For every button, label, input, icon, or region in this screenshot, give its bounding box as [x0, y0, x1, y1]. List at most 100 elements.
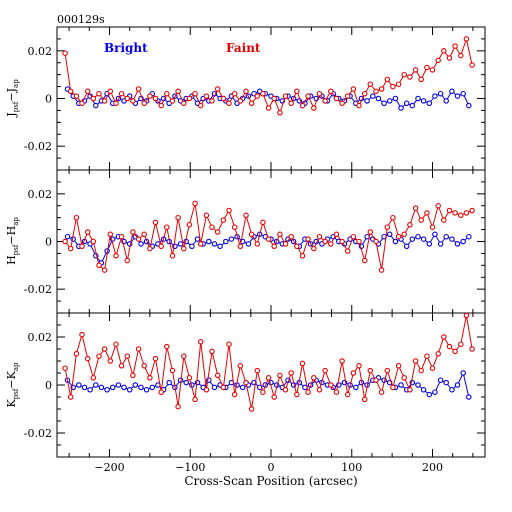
panel-j-ytick-label: -0.02: [24, 140, 52, 153]
panel-j-series-faint-point: [333, 95, 340, 102]
panel-h-series-faint-point: [412, 205, 419, 211]
panel-k-series-faint-point: [384, 367, 391, 374]
panel-h-ytick-label: 0.02: [28, 188, 53, 201]
panel-h-series-faint-point: [152, 219, 159, 226]
panel-j-series-faint-point: [350, 86, 357, 92]
panel-h-series-bright-point: [64, 233, 71, 240]
panel-k-series-bright-point: [166, 379, 172, 386]
panel-j-series-bright-point: [426, 100, 433, 107]
panel-j-series-faint-point: [390, 83, 396, 90]
panel-k-series-faint-point: [294, 391, 300, 398]
panel-k-series-faint-point: [299, 360, 306, 367]
panel-k-series-faint-point: [101, 346, 108, 352]
panel-h-series-bright-point: [460, 238, 466, 245]
panel-h-series-bright-point: [177, 241, 184, 247]
panel-k-series-bright-point: [183, 379, 189, 386]
panel-k-series-bright-point: [143, 387, 150, 393]
panel-j-series-faint-point: [305, 93, 311, 99]
panel-k-ytick-label: -0.02: [24, 427, 52, 440]
panel-k-series-bright-point: [454, 382, 461, 388]
panel-j-series-faint-point: [175, 88, 181, 95]
panel-k-series-faint-point: [469, 346, 475, 352]
panel-h-series-bright-point: [223, 238, 229, 245]
panel-h-series-faint-point: [101, 267, 108, 273]
panel-j-series-faint-point: [316, 90, 323, 97]
panel-h-ylabel-sub1: psf: [12, 243, 20, 255]
panel-k-series-faint-point: [435, 351, 441, 357]
panel-h-series-faint-point: [181, 245, 187, 252]
panel-j-series-faint-point: [113, 100, 119, 107]
panel-k-series-faint-point: [265, 375, 272, 381]
panel-k-ylabel-main: K: [5, 398, 18, 407]
panel-j-series-bright-point: [420, 98, 427, 104]
panel-h-series-faint-point: [243, 212, 249, 219]
panel-k-series-faint-point: [181, 353, 187, 359]
panel-h-series-faint-point: [209, 224, 215, 230]
panel-h-series-faint-point: [124, 257, 131, 264]
panel-k-series-faint-point: [79, 331, 85, 338]
panel-h-series-faint-point: [226, 207, 232, 214]
panel-h-series-faint-point: [107, 231, 114, 238]
panel-h-series-faint-point: [418, 217, 424, 223]
panel-h-series-faint-point: [469, 207, 475, 214]
panel-h-series-faint-point: [424, 210, 430, 216]
panel-k-series-faint-point: [192, 396, 198, 403]
panel-k-series-faint-point: [452, 348, 458, 355]
panel-k-series-faint-point: [282, 387, 289, 393]
panel-j-series-bright-point: [437, 90, 444, 97]
panel-h-series-faint-point: [356, 238, 362, 245]
x-tick-label: −200: [94, 461, 124, 474]
panel-h-series-faint-point: [344, 248, 351, 254]
panel-j-ylabel: Jpsf−Jap: [5, 79, 20, 118]
panel-k-series-faint-point: [367, 367, 374, 374]
x-tick-label: 100: [341, 461, 362, 474]
panel-h-series-faint-point: [192, 200, 198, 207]
panel-j-series-faint-point: [248, 100, 255, 107]
panel-h-series-faint-point: [84, 229, 91, 235]
panel-h-series-faint-point: [277, 231, 283, 238]
panel-j-series-faint-point: [135, 86, 142, 92]
panel-j-series-bright-point: [375, 95, 382, 102]
panel-k-series-faint-point: [446, 343, 453, 350]
legend-bright: Bright: [104, 41, 148, 55]
panel-h-series-bright-point: [403, 243, 410, 250]
panel-h-series-faint-point: [214, 229, 221, 235]
panel-j-series-faint-point: [378, 86, 385, 92]
panel-h-series-faint-point: [458, 212, 464, 219]
panel-h-series-faint-point: [130, 229, 136, 235]
panel-k-series-bright-point: [81, 384, 88, 391]
panel-k-series-faint-point: [243, 379, 249, 386]
panel-j-series-faint-point: [277, 110, 283, 116]
panel-k-series-faint-point: [248, 406, 255, 412]
panel-k-series-faint-point: [107, 358, 114, 364]
panel-k-series-bright-point: [76, 382, 82, 388]
panel-h-series-bright-point: [449, 236, 455, 242]
panel-h-series-faint-point: [384, 224, 391, 230]
panel-j-series-faint-point: [243, 88, 249, 95]
panel-h-series-faint-point: [446, 207, 453, 214]
panel-k-series-faint-point: [197, 339, 204, 345]
panel-k-ticks: [57, 312, 485, 458]
panel-j-series-faint-point: [435, 57, 441, 64]
panel-j-series-faint-point: [373, 88, 379, 95]
panel-k-series-faint-point: [90, 375, 97, 381]
panel-h-series-faint-point: [328, 241, 334, 247]
panel-k-series-faint-point: [214, 372, 221, 379]
panel-j-series-faint-point: [169, 98, 176, 104]
panel-h-series-faint-point: [118, 233, 125, 240]
panel-j-series-faint-point: [147, 93, 153, 99]
panel-k-series-bright-point: [420, 387, 427, 393]
panel-j-series-faint-point: [441, 48, 447, 54]
panel-j-series-faint-point: [395, 81, 402, 87]
panel-h-series-faint-point: [333, 231, 340, 238]
panel-k: -0.02 0 0.02 Kpsf−Kap: [5, 312, 486, 458]
panel-h-series-faint-point: [62, 238, 68, 245]
panel-k-ylabel-sub1: psf: [12, 387, 20, 399]
panel-j-series-bright-point: [443, 98, 449, 104]
panel-j-series-faint-point: [67, 88, 74, 95]
panel-k-ytick-label: 0.02: [28, 331, 53, 344]
panel-h-series-faint-point: [254, 241, 261, 247]
panel-k-series-faint-point: [231, 391, 238, 398]
panel-h-series-bright-point: [245, 241, 252, 247]
